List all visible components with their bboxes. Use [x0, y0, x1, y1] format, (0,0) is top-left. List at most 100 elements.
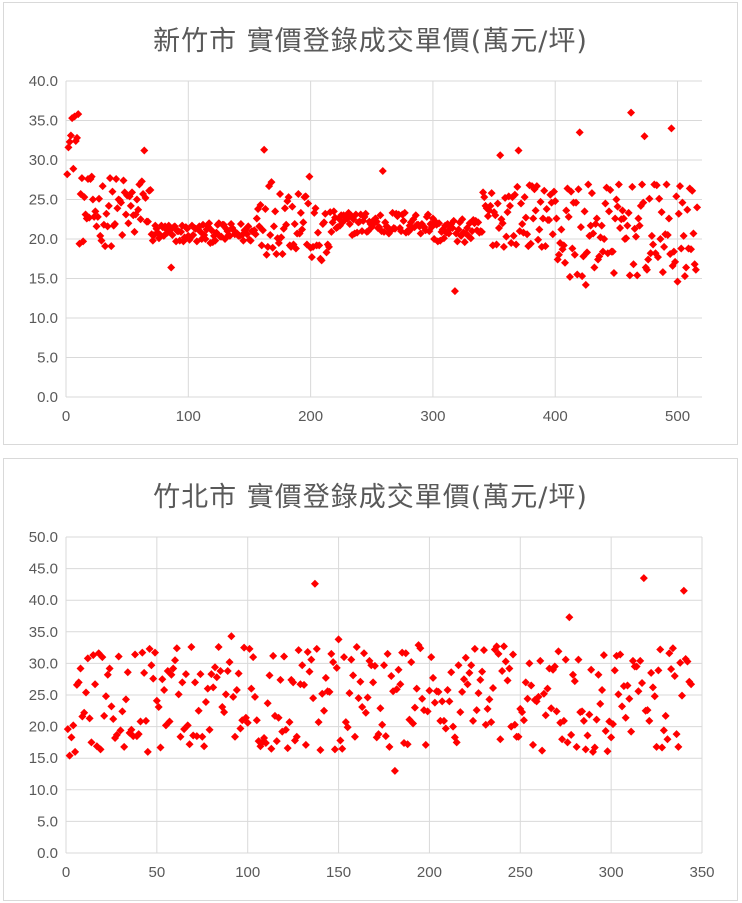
- data-point: [435, 219, 444, 228]
- data-point: [548, 665, 557, 674]
- data-point: [305, 172, 314, 181]
- data-point: [284, 193, 293, 202]
- data-point: [287, 675, 296, 684]
- data-point: [318, 689, 327, 698]
- data-point: [467, 661, 476, 670]
- data-point: [423, 707, 432, 716]
- data-point: [400, 208, 409, 217]
- data-point: [512, 240, 521, 249]
- data-point: [480, 193, 489, 202]
- data-point: [272, 250, 281, 259]
- data-point: [574, 655, 583, 664]
- data-point: [357, 227, 366, 236]
- y-tick-label: 40.0: [29, 592, 58, 609]
- data-point: [603, 747, 612, 756]
- data-point: [649, 240, 658, 249]
- data-point: [200, 742, 209, 751]
- data-point: [95, 194, 104, 203]
- data-point: [558, 735, 567, 744]
- data-point: [472, 706, 481, 715]
- x-tick-label: 250: [508, 864, 533, 881]
- data-point: [327, 227, 336, 236]
- data-point: [123, 668, 132, 677]
- data-point: [568, 244, 577, 253]
- data-point: [412, 684, 421, 693]
- data-point: [650, 692, 659, 701]
- data-point: [539, 689, 548, 698]
- data-point: [568, 670, 577, 679]
- chart-zhubei-city: 竹北市 實價登錄成交單價(萬元/坪) 0.0 5.0 10.0 15.0 20.0 25.…: [3, 458, 738, 901]
- data-point: [623, 681, 632, 690]
- data-point: [664, 214, 673, 223]
- data-point: [120, 188, 129, 197]
- data-point: [680, 272, 689, 281]
- data-point: [269, 222, 278, 231]
- data-point: [616, 223, 625, 232]
- data-point: [575, 128, 584, 137]
- data-point: [561, 258, 570, 267]
- data-point: [365, 656, 374, 665]
- data-point: [154, 703, 163, 712]
- data-point: [410, 703, 419, 712]
- y-tick-label: 30.0: [29, 655, 58, 672]
- data-point: [612, 195, 621, 204]
- data-point: [596, 699, 605, 708]
- data-point: [498, 666, 507, 675]
- data-point: [570, 250, 579, 259]
- data-point: [329, 658, 338, 667]
- data-point: [134, 730, 143, 739]
- data-point: [669, 247, 678, 256]
- data-point: [490, 645, 499, 654]
- data-point: [176, 227, 185, 236]
- data-point: [140, 146, 149, 155]
- data-point: [88, 195, 97, 204]
- data-point: [81, 688, 90, 697]
- data-point: [557, 225, 566, 234]
- data-point: [169, 664, 178, 673]
- data-point: [117, 198, 126, 207]
- data-point: [547, 704, 556, 713]
- data-point: [69, 164, 78, 173]
- data-point: [493, 199, 502, 208]
- data-point: [118, 231, 127, 240]
- data-point: [619, 682, 628, 691]
- data-point: [583, 248, 592, 257]
- data-point: [450, 287, 459, 296]
- data-point: [477, 227, 486, 236]
- data-point: [654, 666, 663, 675]
- data-point: [554, 250, 563, 259]
- data-point: [531, 206, 540, 215]
- data-point: [132, 195, 141, 204]
- data-point: [645, 716, 654, 725]
- x-tick-label: 500: [665, 408, 690, 425]
- data-point: [527, 681, 536, 690]
- data-point: [523, 230, 532, 239]
- data-point: [300, 680, 309, 689]
- data-point: [192, 732, 201, 741]
- data-point: [657, 208, 666, 217]
- data-point: [538, 746, 547, 755]
- y-tick-label: 40.0: [29, 73, 58, 90]
- data-point: [429, 673, 438, 682]
- data-point: [652, 742, 661, 751]
- data-point: [126, 201, 135, 210]
- data-point: [130, 227, 139, 236]
- data-point: [642, 265, 651, 274]
- y-tick-label: 35.0: [29, 113, 58, 130]
- data-point: [518, 219, 527, 228]
- data-point: [246, 236, 255, 245]
- data-point: [167, 263, 176, 272]
- data-point: [609, 268, 618, 277]
- data-point: [599, 651, 608, 660]
- data-point: [381, 732, 390, 741]
- scatter-plot-area: 0.0 5.0 10.0 15.0 20.0 25.0 30.0 35.0 40.0 45.0 50…: [29, 529, 715, 881]
- data-point: [125, 192, 134, 201]
- y-tick-label: 5.0: [37, 350, 58, 367]
- data-point: [349, 671, 358, 680]
- y-tick-label: 15.0: [29, 750, 58, 767]
- data-point: [141, 716, 150, 725]
- data-point: [174, 690, 183, 699]
- data-point: [479, 646, 488, 655]
- data-point: [290, 219, 299, 228]
- data-point: [514, 732, 523, 741]
